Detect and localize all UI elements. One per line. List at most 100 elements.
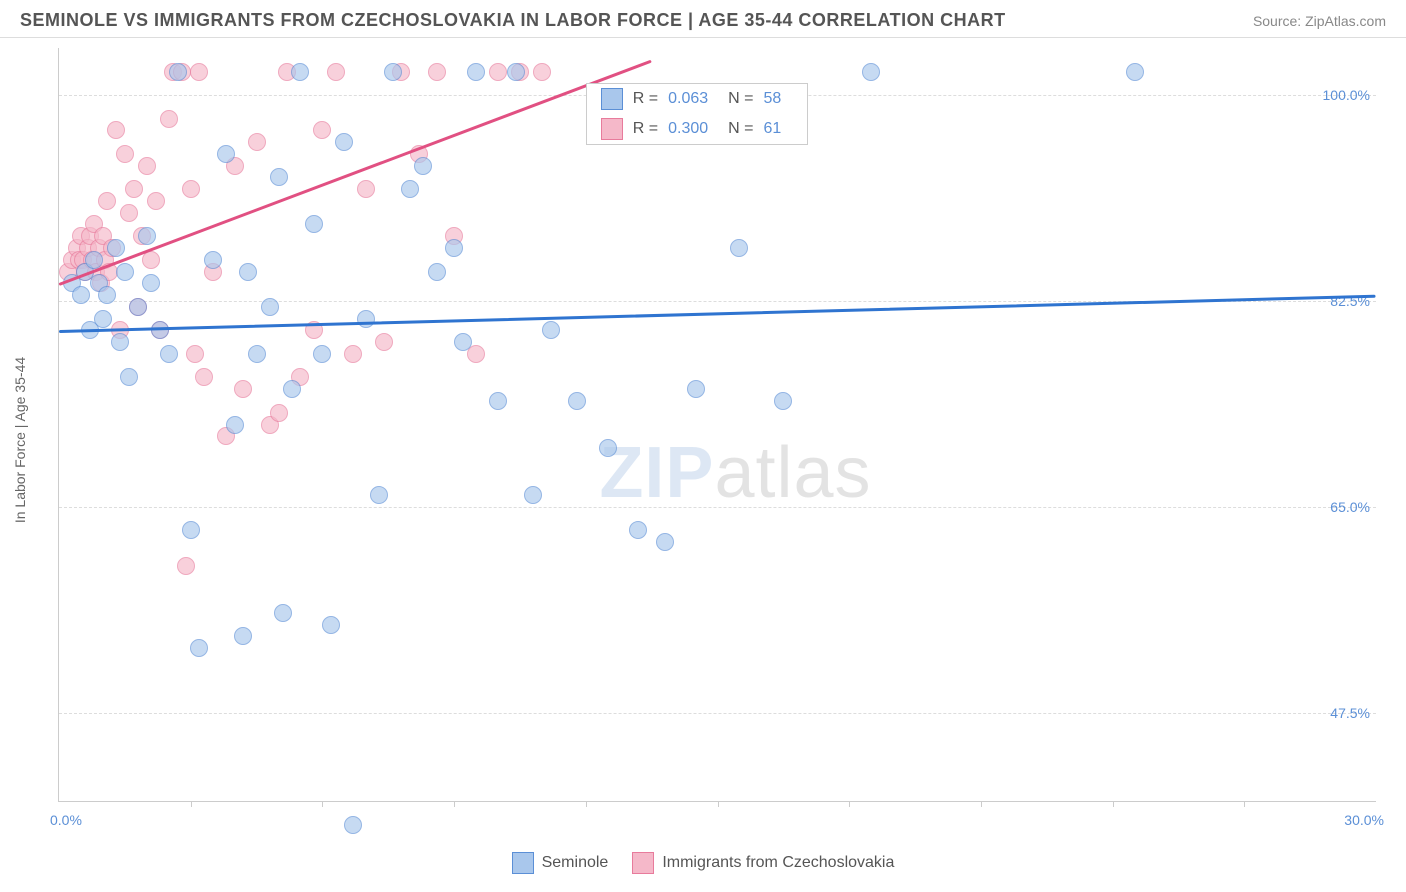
data-point <box>147 192 165 210</box>
data-point <box>524 486 542 504</box>
x-tick <box>586 801 587 807</box>
legend-label: Immigrants from Czechoslovakia <box>662 854 894 872</box>
data-point <box>261 298 279 316</box>
x-axis-max-label: 30.0% <box>1344 812 1384 828</box>
data-point <box>533 63 551 81</box>
data-point <box>414 157 432 175</box>
legend-r-value: 0.063 <box>668 90 718 108</box>
data-point <box>248 345 266 363</box>
legend-n-label: N = <box>728 90 753 108</box>
legend-n-value: 61 <box>763 120 793 138</box>
data-point <box>344 816 362 834</box>
data-point <box>274 604 292 622</box>
data-point <box>98 286 116 304</box>
data-point <box>107 239 125 257</box>
chart-title: SEMINOLE VS IMMIGRANTS FROM CZECHOSLOVAK… <box>20 10 1006 31</box>
data-point <box>138 227 156 245</box>
x-tick <box>1244 801 1245 807</box>
y-tick-label: 100.0% <box>1323 87 1370 103</box>
data-point <box>1126 63 1144 81</box>
data-point <box>568 392 586 410</box>
legend-swatch <box>512 852 534 874</box>
legend-r-label: R = <box>633 90 658 108</box>
data-point <box>120 204 138 222</box>
data-point <box>305 215 323 233</box>
data-point <box>182 521 200 539</box>
data-point <box>72 286 90 304</box>
data-point <box>94 310 112 328</box>
data-point <box>542 321 560 339</box>
legend-r-value: 0.300 <box>668 120 718 138</box>
legend-item: Immigrants from Czechoslovakia <box>632 852 894 874</box>
data-point <box>489 63 507 81</box>
data-point <box>129 298 147 316</box>
data-point <box>186 345 204 363</box>
stats-legend-row: R = 0.300N = 61 <box>587 114 808 144</box>
data-point <box>357 180 375 198</box>
stats-legend: R = 0.063 N = 58 R = 0.300N = 61 <box>586 83 809 145</box>
data-point <box>428 63 446 81</box>
data-point <box>116 145 134 163</box>
data-point <box>629 521 647 539</box>
data-point <box>142 274 160 292</box>
y-tick-label: 47.5% <box>1330 705 1370 721</box>
data-point <box>384 63 402 81</box>
legend-n-value: 58 <box>763 90 793 108</box>
series-legend: Seminole Immigrants from Czechoslovakia <box>0 852 1406 874</box>
legend-swatch <box>601 88 623 110</box>
plot-area: 47.5%65.0%82.5%100.0%ZIPatlasR = 0.063N … <box>58 48 1376 802</box>
data-point <box>248 133 266 151</box>
data-point <box>774 392 792 410</box>
data-point <box>169 63 187 81</box>
data-point <box>204 251 222 269</box>
data-point <box>270 404 288 422</box>
data-point <box>489 392 507 410</box>
legend-item: Seminole <box>512 852 609 874</box>
gridline <box>59 507 1376 508</box>
legend-r-label: R = <box>633 120 658 138</box>
data-point <box>370 486 388 504</box>
chart-source: Source: ZipAtlas.com <box>1253 13 1386 29</box>
data-point <box>138 157 156 175</box>
data-point <box>98 192 116 210</box>
data-point <box>335 133 353 151</box>
data-point <box>507 63 525 81</box>
data-point <box>125 180 143 198</box>
data-point <box>344 345 362 363</box>
data-point <box>375 333 393 351</box>
data-point <box>234 627 252 645</box>
chart-header: SEMINOLE VS IMMIGRANTS FROM CZECHOSLOVAK… <box>0 0 1406 38</box>
x-axis-min-label: 0.0% <box>50 812 82 828</box>
data-point <box>445 239 463 257</box>
legend-swatch <box>601 118 623 140</box>
data-point <box>467 63 485 81</box>
data-point <box>322 616 340 634</box>
chart-area: In Labor Force | Age 35-44 47.5%65.0%82.… <box>48 48 1386 832</box>
data-point <box>182 180 200 198</box>
legend-swatch <box>632 852 654 874</box>
x-tick <box>191 801 192 807</box>
data-point <box>270 168 288 186</box>
data-point <box>283 380 301 398</box>
gridline <box>59 713 1376 714</box>
stats-legend-row: R = 0.063 N = 58 <box>587 84 808 114</box>
data-point <box>226 416 244 434</box>
data-point <box>217 145 235 163</box>
watermark: ZIPatlas <box>599 432 871 514</box>
data-point <box>160 345 178 363</box>
x-tick <box>981 801 982 807</box>
x-tick <box>849 801 850 807</box>
data-point <box>454 333 472 351</box>
data-point <box>428 263 446 281</box>
data-point <box>656 533 674 551</box>
data-point <box>111 333 129 351</box>
x-tick <box>718 801 719 807</box>
data-point <box>687 380 705 398</box>
y-axis-title: In Labor Force | Age 35-44 <box>12 357 28 523</box>
data-point <box>401 180 419 198</box>
data-point <box>177 557 195 575</box>
x-tick <box>1113 801 1114 807</box>
data-point <box>599 439 617 457</box>
data-point <box>327 63 345 81</box>
data-point <box>195 368 213 386</box>
